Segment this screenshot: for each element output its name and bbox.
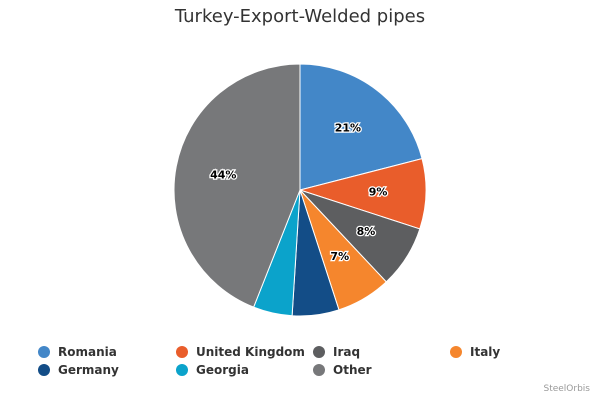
legend-marker bbox=[450, 346, 462, 358]
legend-marker bbox=[313, 346, 325, 358]
legend-item-iraq[interactable]: Iraq bbox=[313, 343, 360, 361]
data-label-romania: 21% bbox=[335, 121, 361, 134]
legend-marker bbox=[313, 364, 325, 376]
pie-slice-romania[interactable] bbox=[299, 63, 423, 191]
legend-marker bbox=[38, 364, 50, 376]
pie-slices bbox=[173, 63, 427, 317]
legend-item-united-kingdom[interactable]: United Kingdom bbox=[176, 343, 305, 361]
data-label-other: 44% bbox=[210, 168, 236, 181]
legend: Romania United Kingdom Iraq Italy Germany Geo… bbox=[38, 343, 578, 387]
legend-marker bbox=[176, 346, 188, 358]
legend-label: United Kingdom bbox=[196, 345, 305, 359]
legend-label: Romania bbox=[58, 345, 117, 359]
legend-label: Germany bbox=[58, 363, 119, 377]
pie-labels: 21% 9% 8% 7% 44% bbox=[209, 120, 389, 264]
legend-label: Other bbox=[333, 363, 372, 377]
chart-title: Turkey-Export-Welded pipes bbox=[174, 6, 426, 27]
pie-slice-other[interactable] bbox=[173, 63, 301, 308]
data-label-italy: 7% bbox=[330, 250, 349, 263]
legend-item-georgia[interactable]: Georgia bbox=[176, 361, 249, 379]
legend-item-other[interactable]: Other bbox=[313, 361, 372, 379]
legend-marker bbox=[176, 364, 188, 376]
legend-label: Italy bbox=[470, 345, 501, 359]
data-label-united-kingdom: 9% bbox=[369, 185, 388, 198]
credits-label[interactable]: SteelOrbis bbox=[543, 384, 590, 394]
legend-label: Iraq bbox=[333, 345, 361, 359]
legend-item-italy[interactable]: Italy bbox=[450, 343, 500, 361]
legend-marker bbox=[38, 346, 50, 358]
legend-label: Georgia bbox=[196, 363, 249, 377]
data-label-iraq: 8% bbox=[357, 225, 376, 238]
legend-item-romania[interactable]: Romania bbox=[38, 343, 117, 361]
legend-item-germany[interactable]: Germany bbox=[38, 361, 119, 379]
